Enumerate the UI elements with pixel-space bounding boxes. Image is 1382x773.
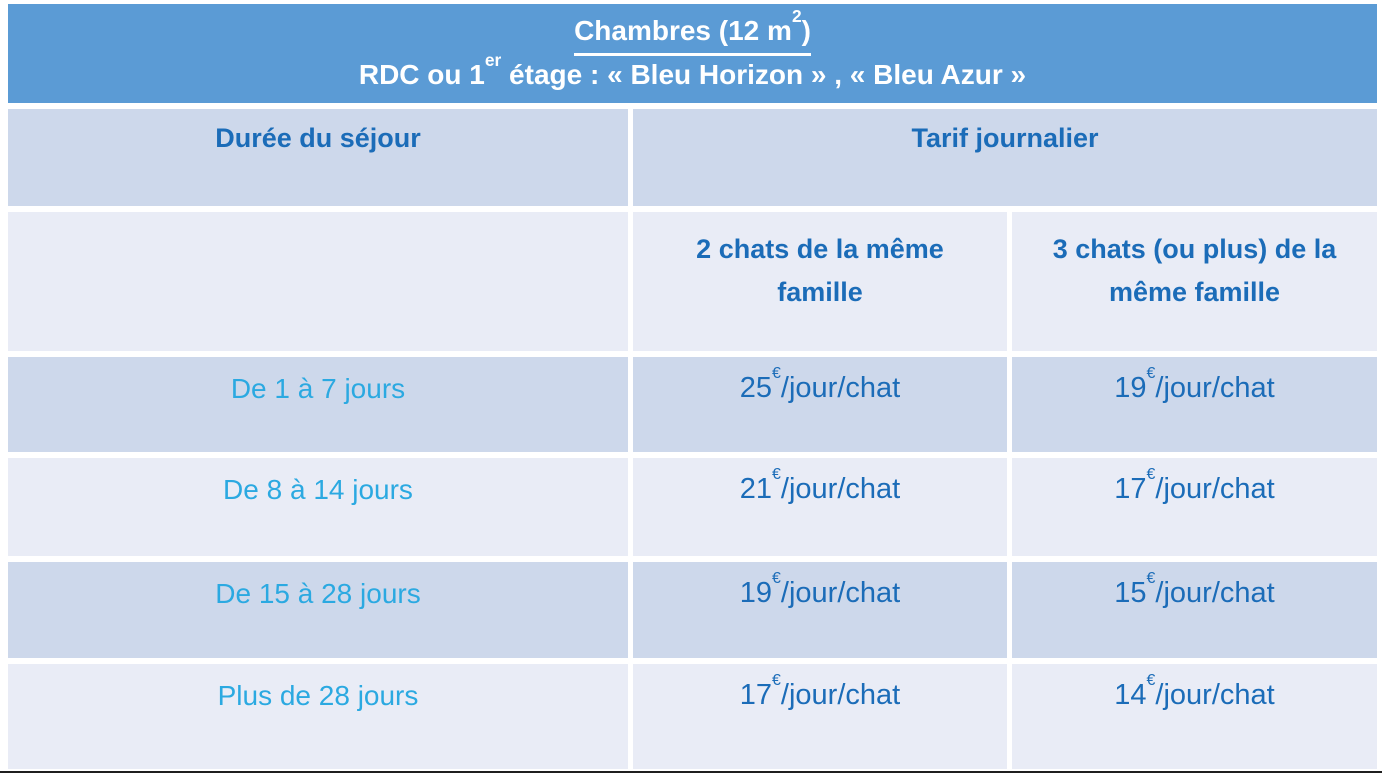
duration-header-label: Durée du séjour [215,123,421,153]
price-cell-row1-2cats: 25€/jour/chat [633,357,1007,452]
column-subheader-2-cats: 2 chats de la même famille [633,212,1007,351]
price-cell-row2-3cats: 17€/jour/chat [1012,458,1377,556]
price-cell-row2-2cats: 21€/jour/chat [633,458,1007,556]
table-header: Chambres (12 m2) RDC ou 1er étage : « Bl… [8,4,1377,103]
duration-cell-row1: De 1 à 7 jours [8,357,628,452]
per-unit-label: /jour/chat [780,577,901,609]
price-value: 15€/jour/chat [1114,570,1275,609]
subheader-3-cats-label: 3 chats (ou plus) de la même famille [1052,234,1337,308]
duration-label: Plus de 28 jours [217,680,419,711]
euro-sign: € [772,672,781,690]
duration-label: De 1 à 7 jours [230,373,406,404]
title-text-end: ) [801,15,811,47]
euro-sign: € [1146,466,1156,484]
tariff-header-label: Tarif journalier [911,123,1099,153]
per-unit-label: /jour/chat [1155,679,1275,711]
per-unit-label: /jour/chat [1155,473,1275,505]
price-value: 17€/jour/chat [739,672,901,711]
subtitle-superscript: er [484,49,502,70]
euro-sign: € [772,365,781,383]
per-unit-label: /jour/chat [780,372,901,404]
per-unit-label: /jour/chat [1155,372,1275,404]
title-text: Chambres (12 m [574,15,792,47]
euro-sign: € [1146,570,1156,588]
table-subtitle: RDC ou 1er étage : « Bleu Horizon » , « … [358,51,1027,95]
duration-cell-row4: Plus de 28 jours [8,664,628,769]
euro-sign: € [772,466,781,484]
price-value: 19€/jour/chat [1114,365,1275,404]
euro-sign: € [1146,672,1156,690]
subtitle-text-end: étage : « Bleu Horizon » , « Bleu Azur » [501,59,1027,90]
duration-cell-row2: De 8 à 14 jours [8,458,628,556]
table-title: Chambres (12 m2) [574,8,811,56]
price-value: 21€/jour/chat [739,466,901,505]
price-cell-row1-3cats: 19€/jour/chat [1012,357,1377,452]
subtitle-text: RDC ou 1 [358,59,485,90]
column-subheader-3-cats: 3 chats (ou plus) de la même famille [1012,212,1377,351]
euro-sign: € [772,570,781,588]
title-superscript: 2 [791,6,802,27]
empty-cell [8,212,628,351]
price-cell-row3-3cats: 15€/jour/chat [1012,562,1377,658]
price-value: 14€/jour/chat [1114,672,1275,711]
price-value: 19€/jour/chat [739,570,901,609]
euro-sign: € [1146,365,1156,383]
price-value: 25€/jour/chat [739,365,901,404]
subheader-2-cats-label: 2 chats de la même famille [696,234,944,308]
price-cell-row4-2cats: 17€/jour/chat [633,664,1007,769]
column-header-tariff: Tarif journalier [633,109,1377,206]
price-value: 17€/jour/chat [1114,466,1275,505]
per-unit-label: /jour/chat [1155,577,1275,609]
per-unit-label: /jour/chat [780,679,901,711]
per-unit-label: /jour/chat [780,473,901,505]
duration-label: De 8 à 14 jours [223,474,413,505]
price-cell-row3-2cats: 19€/jour/chat [633,562,1007,658]
column-header-duration: Durée du séjour [8,109,628,206]
price-cell-row4-3cats: 14€/jour/chat [1012,664,1377,769]
duration-label: De 15 à 28 jours [215,578,421,609]
duration-cell-row3: De 15 à 28 jours [8,562,628,658]
